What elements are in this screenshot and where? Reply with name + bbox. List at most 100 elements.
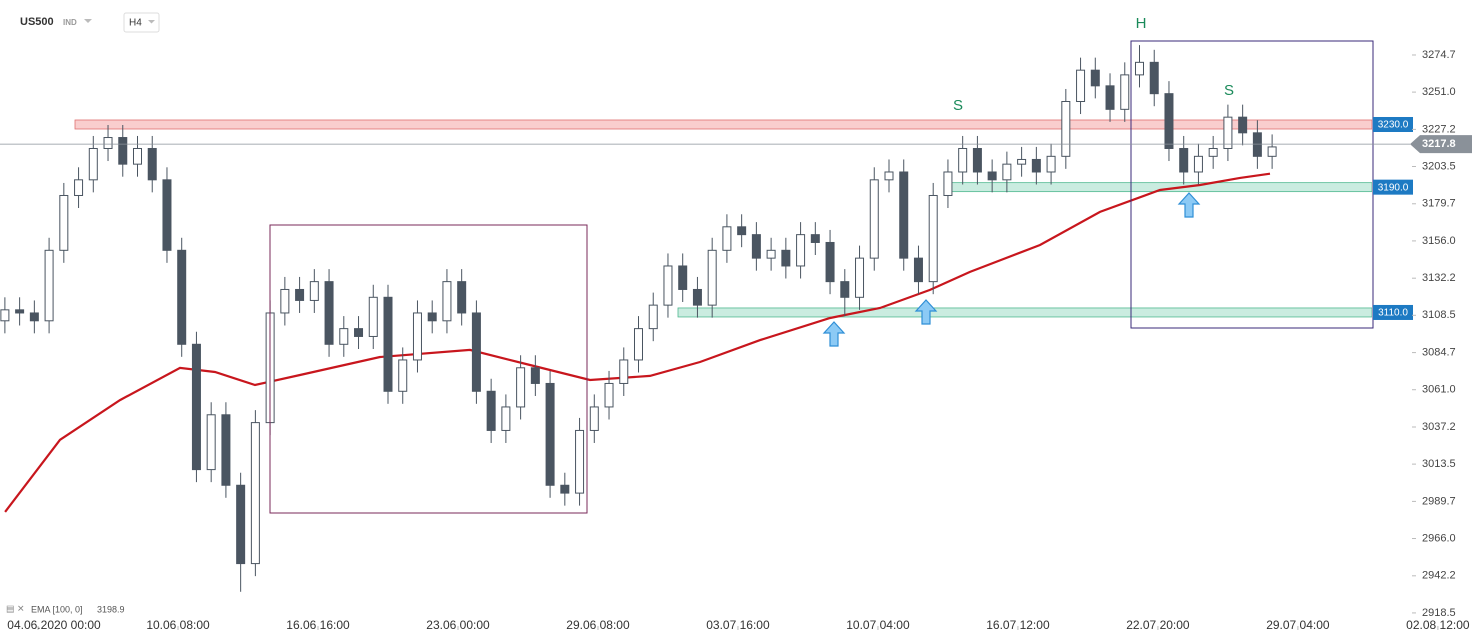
- candle-body: [1031, 158, 1041, 173]
- candle: [1252, 120, 1262, 169]
- candle: [1031, 146, 1041, 185]
- y-tick-label: 2918.5: [1422, 607, 1456, 619]
- candle-body: [324, 281, 334, 345]
- candle-body: [589, 406, 599, 431]
- candle: [501, 394, 511, 443]
- x-tick-label: 04.06.2020 00:00: [7, 618, 101, 632]
- level-label: 3230.0: [1378, 120, 1409, 131]
- candle: [1223, 104, 1233, 162]
- candle: [1193, 143, 1203, 185]
- candle: [206, 402, 216, 483]
- x-tick-label: 10.07 04:00: [846, 618, 910, 632]
- candle: [88, 135, 98, 193]
- candle: [74, 167, 84, 209]
- candle: [707, 237, 717, 318]
- candle: [987, 159, 997, 193]
- y-tick-label: 2942.2: [1422, 570, 1456, 582]
- candle: [103, 124, 113, 162]
- candle-body: [191, 343, 201, 471]
- candle-body: [516, 367, 526, 408]
- candle: [486, 378, 496, 443]
- candle-body: [1061, 101, 1071, 157]
- candle: [412, 300, 422, 373]
- candle-body: [0, 309, 10, 322]
- candle: [162, 167, 172, 263]
- candle: [1017, 146, 1027, 177]
- candle: [530, 355, 540, 396]
- candle-body: [987, 171, 997, 181]
- timeframe: H4: [129, 18, 142, 29]
- candle-body: [118, 137, 128, 165]
- candle-body: [796, 234, 806, 267]
- current-price-tag: [1410, 135, 1472, 154]
- candle-body: [501, 406, 511, 431]
- candle: [589, 394, 599, 443]
- candle: [471, 300, 481, 404]
- up-arrow: [1177, 192, 1201, 218]
- candle-body: [383, 296, 393, 392]
- candle-body: [132, 147, 142, 165]
- candle-body: [177, 249, 187, 345]
- legend-icons: ▤ ✕: [6, 603, 25, 613]
- candle: [59, 182, 69, 263]
- candle: [295, 276, 305, 313]
- candle: [855, 245, 865, 310]
- candle: [1267, 134, 1277, 169]
- candle: [1120, 62, 1130, 122]
- candle: [398, 347, 408, 404]
- candle: [15, 297, 25, 326]
- candle-body: [427, 312, 437, 322]
- candle-body: [692, 288, 702, 306]
- candle-body: [15, 309, 25, 314]
- x-tick-label: 16.07 12:00: [986, 618, 1050, 632]
- candle-body: [1193, 155, 1203, 173]
- candle-body: [412, 312, 422, 361]
- arrows: [822, 192, 1201, 347]
- candle-body: [1002, 163, 1012, 181]
- ema-line: [4, 172, 1271, 513]
- candle-body: [928, 194, 938, 283]
- level-zone: [74, 119, 1372, 130]
- candle-body: [751, 234, 761, 259]
- candle-body: [619, 359, 629, 384]
- timeframe-button[interactable]: [123, 12, 160, 33]
- candle: [236, 472, 246, 592]
- candle: [781, 237, 791, 279]
- dropdown-icon[interactable]: [84, 19, 92, 23]
- candle: [825, 229, 835, 295]
- y-tick-label: 3132.2: [1422, 272, 1456, 284]
- candle: [1090, 57, 1100, 99]
- candle-body: [295, 288, 305, 301]
- candle-body: [206, 414, 216, 471]
- dropdown-icon: [148, 20, 155, 24]
- y-tick-label: 3203.5: [1422, 160, 1456, 172]
- candle: [29, 300, 39, 334]
- y-tick-label: 3108.5: [1422, 309, 1456, 321]
- candle: [1105, 73, 1115, 122]
- range-box: [269, 224, 588, 514]
- candle: [722, 214, 732, 263]
- x-tick-label: 16.06 16:00: [286, 618, 350, 632]
- candle-body: [309, 281, 319, 301]
- candle: [560, 472, 570, 506]
- candle-body: [825, 241, 835, 283]
- candle: [575, 417, 585, 506]
- candle-body: [1105, 85, 1115, 110]
- candle-body: [1076, 69, 1086, 103]
- y-tick-label: 3156.0: [1422, 235, 1456, 247]
- candle-body: [913, 257, 923, 283]
- legend-value: 3198.9: [97, 604, 125, 614]
- candle-body: [250, 422, 260, 565]
- x-tick-label: 03.07 16:00: [706, 618, 770, 632]
- candle-body: [29, 312, 39, 322]
- candle: [663, 253, 673, 318]
- candle-body: [147, 147, 157, 181]
- candle-body: [88, 147, 98, 181]
- candle: [280, 276, 290, 326]
- candle-body: [840, 281, 850, 298]
- candle: [177, 237, 187, 357]
- candle: [1208, 135, 1218, 169]
- candle-body: [1134, 61, 1144, 76]
- candle: [692, 276, 702, 318]
- candle-body: [162, 179, 172, 251]
